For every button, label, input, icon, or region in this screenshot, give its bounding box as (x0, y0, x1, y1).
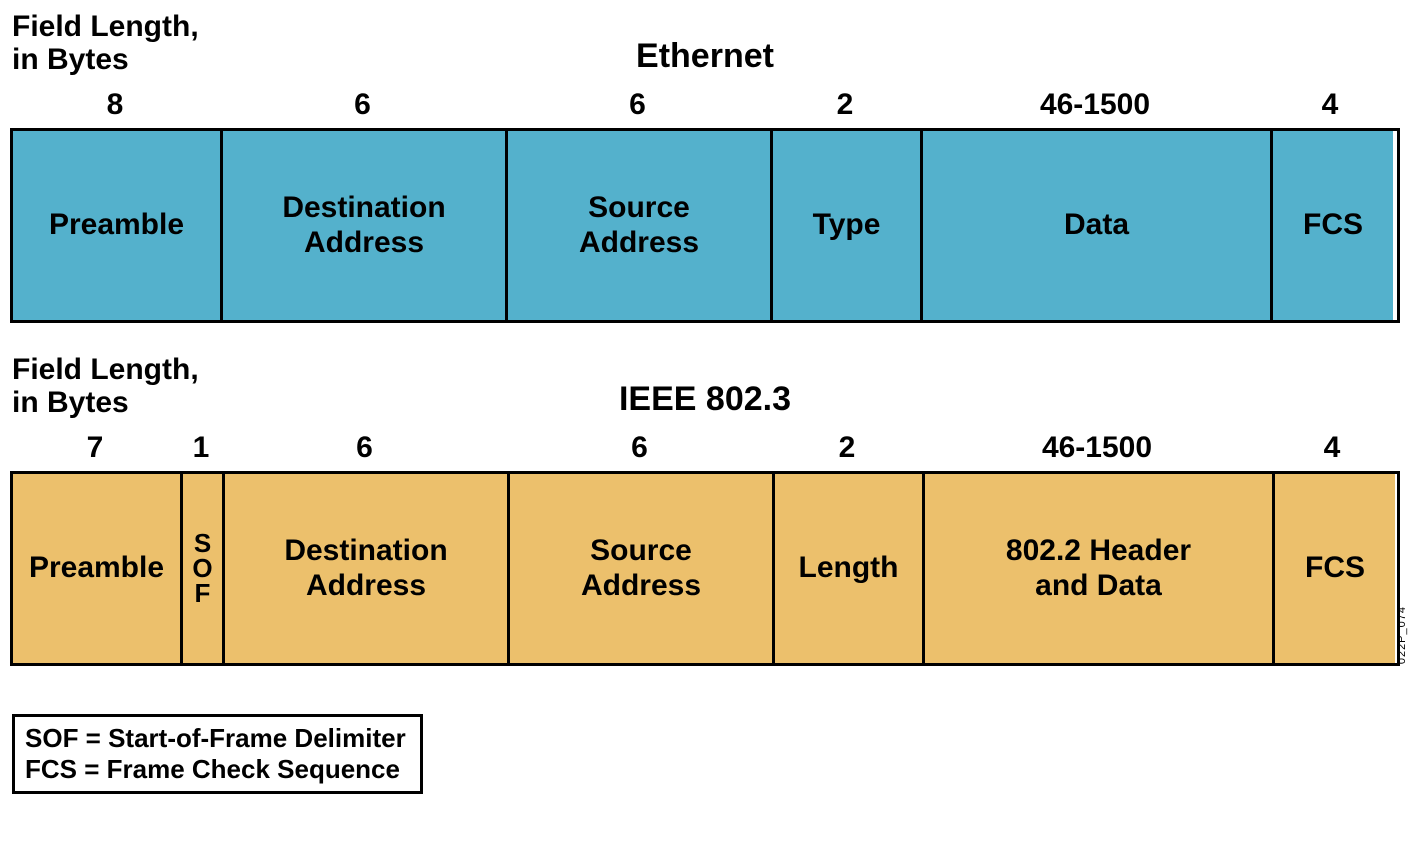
field-bytes: 2 (770, 84, 920, 128)
field-cell: SOF (183, 474, 225, 663)
field-name: DestinationAddress (284, 534, 447, 603)
field-bytes: 6 (505, 84, 770, 128)
legend-line: SOF = Start-of-Frame Delimiter (25, 723, 406, 754)
field-cell: SourceAddress (510, 474, 775, 663)
field-bytes: 8 (10, 84, 220, 128)
diagram-code: 022P_074 (1396, 606, 1408, 664)
ethernet-header-row: Field Length,in Bytes Ethernet (10, 10, 1400, 82)
field-bytes: 4 (1272, 427, 1392, 471)
field-name: Data (1064, 208, 1129, 243)
field-cell: FCS (1273, 131, 1393, 320)
ieee8023-header-row: Field Length,in Bytes IEEE 802.3 (10, 353, 1400, 425)
field-bytes: 4 (1270, 84, 1390, 128)
field-bytes: 7 (10, 427, 180, 471)
field-bytes: 2 (772, 427, 922, 471)
ieee8023-bytes-row: 7166246-15004 (10, 427, 1400, 471)
field-name: SourceAddress (579, 191, 699, 260)
field-name: DestinationAddress (282, 191, 445, 260)
field-name: SOF (192, 531, 212, 605)
field-bytes: 46-1500 (922, 427, 1272, 471)
field-cell: Data (923, 131, 1273, 320)
field-length-label: Field Length,in Bytes (10, 10, 250, 82)
field-name: FCS (1305, 551, 1365, 586)
ethernet-section: Field Length,in Bytes Ethernet 866246-15… (10, 10, 1400, 323)
field-name: SourceAddress (581, 534, 701, 603)
field-cell: DestinationAddress (225, 474, 510, 663)
field-bytes: 6 (507, 427, 772, 471)
field-cell: Preamble (13, 131, 223, 320)
field-name: Length (799, 551, 899, 586)
field-cell: Type (773, 131, 923, 320)
ieee8023-section: Field Length,in Bytes IEEE 802.3 7166246… (10, 353, 1400, 666)
field-name: Preamble (49, 208, 184, 243)
field-name: 802.2 Headerand Data (1006, 534, 1191, 603)
legend-line: FCS = Frame Check Sequence (25, 754, 406, 785)
field-cell: Length (775, 474, 925, 663)
field-bytes: 1 (180, 427, 222, 471)
field-cell: FCS (1275, 474, 1395, 663)
field-name: Preamble (29, 551, 164, 586)
ieee8023-frame-row: Preamble SOF DestinationAddress SourceAddre… (10, 471, 1400, 666)
field-bytes: 6 (220, 84, 505, 128)
field-cell: 802.2 Headerand Data (925, 474, 1275, 663)
field-cell: Preamble (13, 474, 183, 663)
ethernet-bytes-row: 866246-15004 (10, 84, 1400, 128)
legend-box: SOF = Start-of-Frame DelimiterFCS = Fram… (12, 714, 423, 794)
field-name: Type (813, 208, 881, 243)
field-cell: SourceAddress (508, 131, 773, 320)
ieee8023-title: IEEE 802.3 (250, 380, 1160, 425)
field-cell: DestinationAddress (223, 131, 508, 320)
ethernet-title: Ethernet (250, 37, 1160, 82)
ethernet-frame-row: Preamble DestinationAddress SourceAddress T… (10, 128, 1400, 323)
field-length-label: Field Length,in Bytes (10, 353, 250, 425)
field-bytes: 6 (222, 427, 507, 471)
field-name: FCS (1303, 208, 1363, 243)
field-bytes: 46-1500 (920, 84, 1270, 128)
